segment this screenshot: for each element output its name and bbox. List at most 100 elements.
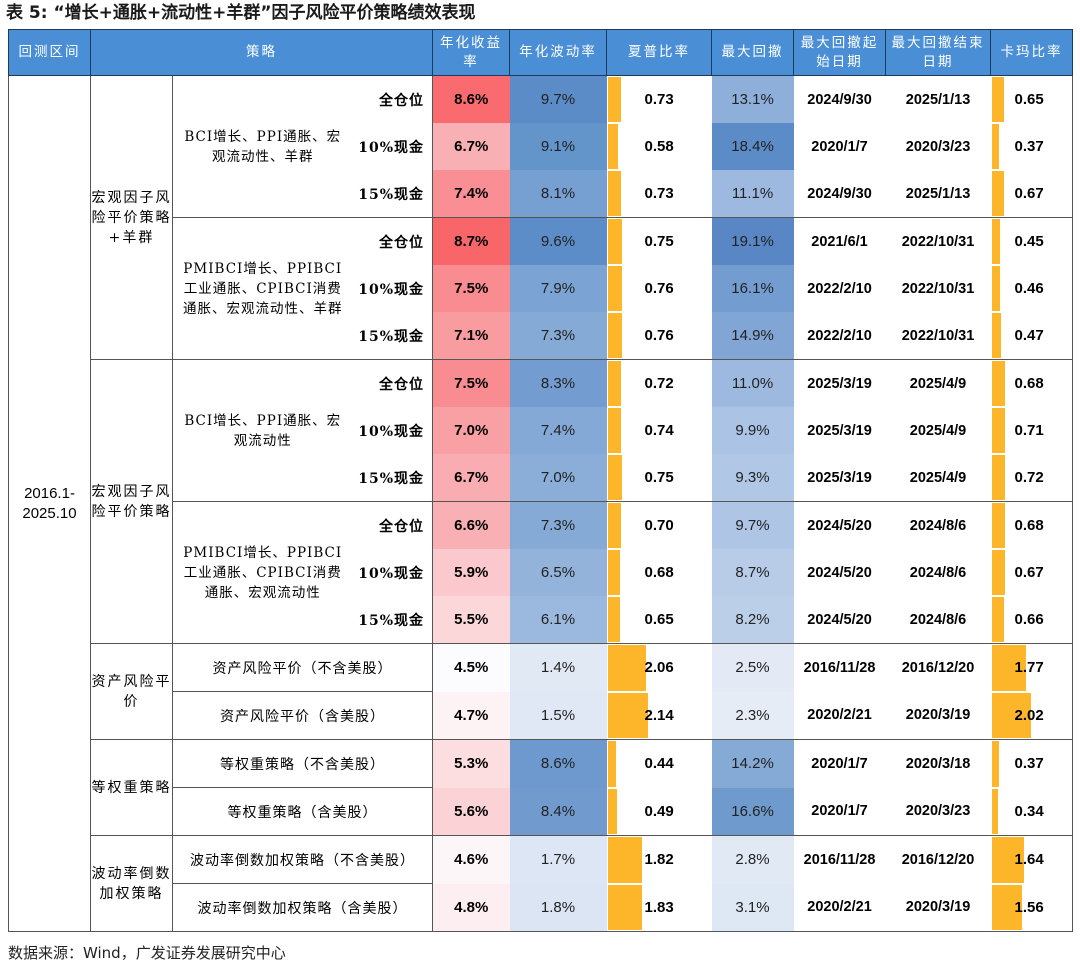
annual-return-cell: 6.7% xyxy=(432,454,510,502)
annual-return-cell: 5.6% xyxy=(432,787,510,836)
drawdown-end-date: 2020/3/19 xyxy=(905,707,971,724)
drawdown-end-date: 2020/3/19 xyxy=(885,883,991,932)
calmar-databar xyxy=(991,741,999,787)
calmar-value: 0.47 xyxy=(1014,327,1044,344)
calmar-databar xyxy=(991,266,1001,311)
sharpe-cell: 0.76 xyxy=(607,312,712,360)
drawdown-end-date: 2022/10/31 xyxy=(901,280,975,297)
header-calmar: 卡玛比率 xyxy=(990,29,1074,76)
calmar-value: 0.67 xyxy=(1014,185,1044,202)
drawdown-end-date: 2020/3/18 xyxy=(885,739,991,788)
max-drawdown-cell: 11.1% xyxy=(711,170,794,218)
drawdown-end-date: 2024/8/6 xyxy=(909,564,967,581)
sharpe-value: 1.82 xyxy=(644,851,674,869)
drawdown-end-date: 2024/8/6 xyxy=(909,611,967,628)
factor-combination-label: PMIBCI增长、PPIBCI工业通胀、CPIBCI消费通胀、宏观流动性 xyxy=(183,544,343,601)
drawdown-start-date: 2022/2/10 xyxy=(807,280,872,297)
drawdown-end-date: 2022/10/31 xyxy=(885,217,991,265)
drawdown-end-date: 2022/10/31 xyxy=(901,327,975,344)
strategy-group: 宏观因子风险平价策略+羊群 xyxy=(90,75,173,360)
calmar-cell: 0.37 xyxy=(990,123,1074,170)
drawdown-start-date: 2025/3/19 xyxy=(807,422,872,439)
annual-vol-cell: 7.4% xyxy=(509,407,607,454)
factor-combination-label: BCI增长、PPI通胀、宏观流动性、羊群 xyxy=(184,128,342,165)
calmar-databar xyxy=(991,313,1001,358)
sharpe-databar xyxy=(607,171,622,216)
sharpe-cell: 0.76 xyxy=(607,265,712,312)
header-annual-vol: 年化波动率 xyxy=(509,29,608,76)
drawdown-end-date: 2025/1/13 xyxy=(885,75,991,123)
max-drawdown-cell: 14.2% xyxy=(711,739,794,788)
calmar-databar xyxy=(991,219,1001,264)
table-row: 10%现金 7.5% 7.9% 0.76 16.1% 2022/2/10 2022/10/3… xyxy=(9,265,1074,312)
max-drawdown-cell: 2.5% xyxy=(711,643,794,692)
drawdown-end-date: 2024/8/6 xyxy=(885,501,991,549)
strategy-group: 等权重策略 xyxy=(90,739,173,836)
drawdown-start-date: 2022/2/10 xyxy=(807,327,872,344)
table-row: PMIBCI增长、PPIBCI工业通胀、CPIBCI消费通胀、宏观流动性、羊群全… xyxy=(9,217,1074,360)
annual-return-cell: 7.5% xyxy=(432,359,510,407)
sharpe-databar xyxy=(607,550,621,595)
table-row: 波动率倒数加权策略（含美股） 4.8% 1.8% 1.83 3.1% 2020/2/21 2… xyxy=(9,883,1074,932)
sharpe-value: 0.58 xyxy=(644,138,674,155)
calmar-cell: 0.47 xyxy=(990,312,1074,360)
performance-table: 回测区间 策略 年化收益率 年化波动率 夏普比率 最大回撤 最大回撤起始日期 最… xyxy=(8,29,1074,932)
calmar-value: 0.37 xyxy=(1014,755,1044,773)
sharpe-cell: 0.75 xyxy=(606,217,712,265)
sharpe-cell: 0.75 xyxy=(607,454,712,502)
drawdown-start-date: 2020/1/7 xyxy=(811,803,868,820)
annual-return-cell: 8.6% xyxy=(432,75,510,123)
calmar-cell: 0.37 xyxy=(990,739,1074,788)
annual-vol-cell: 7.3% xyxy=(509,501,607,549)
calmar-value: 0.68 xyxy=(1014,375,1044,392)
calmar-cell: 0.72 xyxy=(990,454,1074,502)
sharpe-databar xyxy=(607,408,622,453)
header-strategy: 策略 xyxy=(89,29,434,76)
calmar-value: 2.02 xyxy=(1014,706,1044,724)
strategy-group: 波动率倒数加权策略 xyxy=(90,835,173,932)
sharpe-databar xyxy=(607,503,621,548)
header-row: 回测区间 策略 年化收益率 年化波动率 夏普比率 最大回撤 最大回撤起始日期 最… xyxy=(8,29,1074,76)
sharpe-cell: 0.72 xyxy=(606,359,712,407)
header-annual-return: 年化收益率 xyxy=(432,29,511,76)
calmar-databar xyxy=(991,597,1005,642)
sharpe-cell: 2.14 xyxy=(607,692,712,740)
max-drawdown-cell: 8.2% xyxy=(711,596,794,644)
sharpe-databar xyxy=(607,361,622,406)
calmar-value: 0.65 xyxy=(1014,91,1044,108)
table-title: 表 5: “增长+通胀+流动性+羊群”因子风险平价策略绩效表现 xyxy=(6,3,476,23)
header-dd-end: 最大回撤结束日期 xyxy=(885,29,992,76)
table-row: 15%现金 7.4% 8.1% 0.73 11.1% 2024/9/30 2025/1/13… xyxy=(9,170,1074,218)
calmar-value: 0.66 xyxy=(1014,611,1044,628)
annual-return-cell: 5.5% xyxy=(432,596,510,644)
annual-vol-cell: 8.4% xyxy=(509,787,607,836)
annual-return-cell: 4.7% xyxy=(432,691,510,740)
drawdown-end-date: 2020/3/23 xyxy=(905,138,971,155)
calmar-cell: 2.02 xyxy=(990,691,1074,740)
max-drawdown-cell: 19.1% xyxy=(711,217,794,265)
calmar-cell: 0.67 xyxy=(990,170,1074,218)
calmar-databar xyxy=(991,124,999,169)
sharpe-value: 0.75 xyxy=(644,233,674,250)
annual-return-cell: 4.5% xyxy=(432,643,510,692)
sharpe-databar xyxy=(607,313,622,358)
max-drawdown-cell: 16.6% xyxy=(711,787,794,836)
table-row: 宏观因子风险平价策略 BCI增长、PPI通胀、宏观流动性 全仓位 7.5% 8.3% 0.… xyxy=(9,359,1074,644)
max-drawdown-cell: 9.9% xyxy=(711,407,794,454)
position-variant: 15%现金 xyxy=(352,170,434,218)
max-drawdown-cell: 13.1% xyxy=(711,75,794,123)
calmar-value: 0.71 xyxy=(1014,422,1044,439)
calmar-cell: 0.68 xyxy=(990,359,1074,407)
sharpe-cell: 1.82 xyxy=(606,835,712,884)
sharpe-value: 1.83 xyxy=(644,898,674,916)
sharpe-value: 0.70 xyxy=(644,517,674,534)
sharpe-value: 0.76 xyxy=(644,327,674,344)
annual-vol-cell: 9.7% xyxy=(509,75,607,123)
sharpe-databar xyxy=(607,741,616,787)
strategy-name: 等权重策略（不含美股） xyxy=(171,739,434,788)
header-period: 回测区间 xyxy=(8,29,91,76)
drawdown-end-date: 2025/4/9 xyxy=(885,359,991,407)
annual-return-cell: 7.0% xyxy=(432,407,510,454)
sharpe-cell: 0.68 xyxy=(607,549,712,596)
drawdown-start-date: 2020/1/7 xyxy=(811,138,868,155)
